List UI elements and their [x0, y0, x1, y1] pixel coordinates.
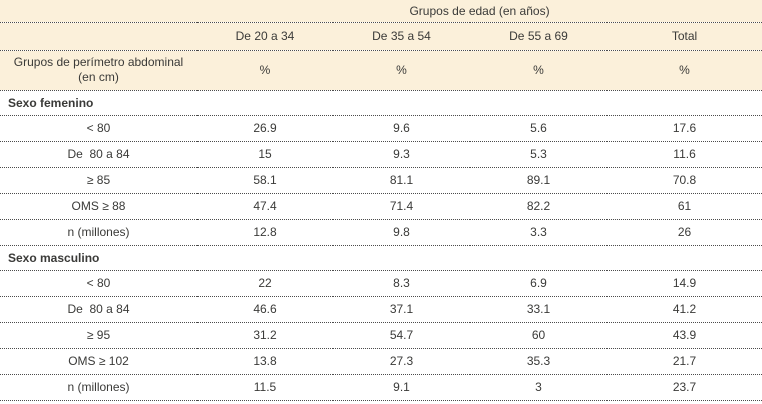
table-row: OMS ≥ 88 47.4 71.4 82.2 61: [0, 193, 762, 220]
value-cell: 23.7: [607, 374, 762, 401]
value-cell: 9.6: [333, 115, 470, 142]
value-cell: 26.9: [197, 115, 333, 142]
section-row-masculino: Sexo masculino: [0, 245, 762, 271]
value-cell: 71.4: [333, 193, 470, 220]
table-row: OMS ≥ 102 13.8 27.3 35.3 21.7: [0, 348, 762, 375]
value-cell: 41.2: [607, 296, 762, 323]
value-cell: 5.6: [470, 115, 607, 142]
table-row: ≥ 85 58.1 81.1 89.1 70.8: [0, 167, 762, 194]
age-group-span-row: Grupos de edad (en años): [0, 0, 762, 23]
value-cell: 6.9: [470, 270, 607, 297]
table-row: < 80 22 8.3 6.9 14.9: [0, 270, 762, 297]
row-label: OMS ≥ 102: [0, 348, 197, 375]
value-cell: 58.1: [197, 167, 333, 194]
column-header-total: Total: [607, 22, 762, 51]
row-label: n (millones): [0, 219, 197, 246]
value-cell: 3.3: [470, 219, 607, 246]
column-header-35-54: De 35 a 54: [333, 22, 470, 51]
row-group-header: Grupos de perímetro abdominal (en cm): [0, 50, 197, 91]
unit-percent-header: %: [333, 50, 470, 91]
row-label: ≥ 95: [0, 322, 197, 349]
unit-header-row: Grupos de perímetro abdominal (en cm) % …: [0, 50, 762, 91]
row-group-header-line2: (en cm): [78, 70, 119, 84]
empty-corner-cell: [0, 22, 197, 51]
row-label: < 80: [0, 115, 197, 142]
value-cell: 37.1: [333, 296, 470, 323]
table-row: < 80 26.9 9.6 5.6 17.6: [0, 115, 762, 142]
section-row-femenino: Sexo femenino: [0, 90, 762, 116]
row-label: De 80 a 84: [0, 296, 197, 323]
row-group-header-line1: Grupos de perímetro abdominal: [13, 55, 184, 69]
age-groups-header: Grupos de edad (en años): [197, 0, 762, 23]
column-header-row: De 20 a 34 De 35 a 54 De 55 a 69 Total: [0, 22, 762, 51]
value-cell: 31.2: [197, 322, 333, 349]
value-cell: 9.3: [333, 141, 470, 168]
table-row: n (millones) 11.5 9.1 3 23.7: [0, 374, 762, 401]
table-row: ≥ 95 31.2 54.7 60 43.9: [0, 322, 762, 349]
table-row: n (millones) 12.8 9.8 3.3 26: [0, 219, 762, 246]
value-cell: 43.9: [607, 322, 762, 349]
row-label: ≥ 85: [0, 167, 197, 194]
value-cell: 81.1: [333, 167, 470, 194]
table-row: De 80 a 84 46.6 37.1 33.1 41.2: [0, 296, 762, 323]
row-label: OMS ≥ 88: [0, 193, 197, 220]
value-cell: 11.5: [197, 374, 333, 401]
empty-corner-cell: [0, 0, 197, 23]
value-cell: 82.2: [470, 193, 607, 220]
section-title-masculino: Sexo masculino: [0, 245, 762, 271]
value-cell: 8.3: [333, 270, 470, 297]
value-cell: 27.3: [333, 348, 470, 375]
value-cell: 33.1: [470, 296, 607, 323]
value-cell: 54.7: [333, 322, 470, 349]
value-cell: 12.8: [197, 219, 333, 246]
value-cell: 35.3: [470, 348, 607, 375]
value-cell: 61: [607, 193, 762, 220]
value-cell: 26: [607, 219, 762, 246]
value-cell: 21.7: [607, 348, 762, 375]
value-cell: 17.6: [607, 115, 762, 142]
unit-percent-header: %: [197, 50, 333, 91]
value-cell: 70.8: [607, 167, 762, 194]
unit-percent-header: %: [470, 50, 607, 91]
row-label: n (millones): [0, 374, 197, 401]
value-cell: 11.6: [607, 141, 762, 168]
column-header-55-69: De 55 a 69: [470, 22, 607, 51]
row-label: < 80: [0, 270, 197, 297]
value-cell: 9.8: [333, 219, 470, 246]
value-cell: 9.1: [333, 374, 470, 401]
row-label: De 80 a 84: [0, 141, 197, 168]
value-cell: 15: [197, 141, 333, 168]
value-cell: 46.6: [197, 296, 333, 323]
section-title-femenino: Sexo femenino: [0, 90, 762, 116]
value-cell: 60: [470, 322, 607, 349]
value-cell: 13.8: [197, 348, 333, 375]
value-cell: 5.3: [470, 141, 607, 168]
value-cell: 47.4: [197, 193, 333, 220]
value-cell: 14.9: [607, 270, 762, 297]
column-header-20-34: De 20 a 34: [197, 22, 333, 51]
unit-percent-header: %: [607, 50, 762, 91]
value-cell: 3: [470, 374, 607, 401]
value-cell: 89.1: [470, 167, 607, 194]
table-row: De 80 a 84 15 9.3 5.3 11.6: [0, 141, 762, 168]
value-cell: 22: [197, 270, 333, 297]
